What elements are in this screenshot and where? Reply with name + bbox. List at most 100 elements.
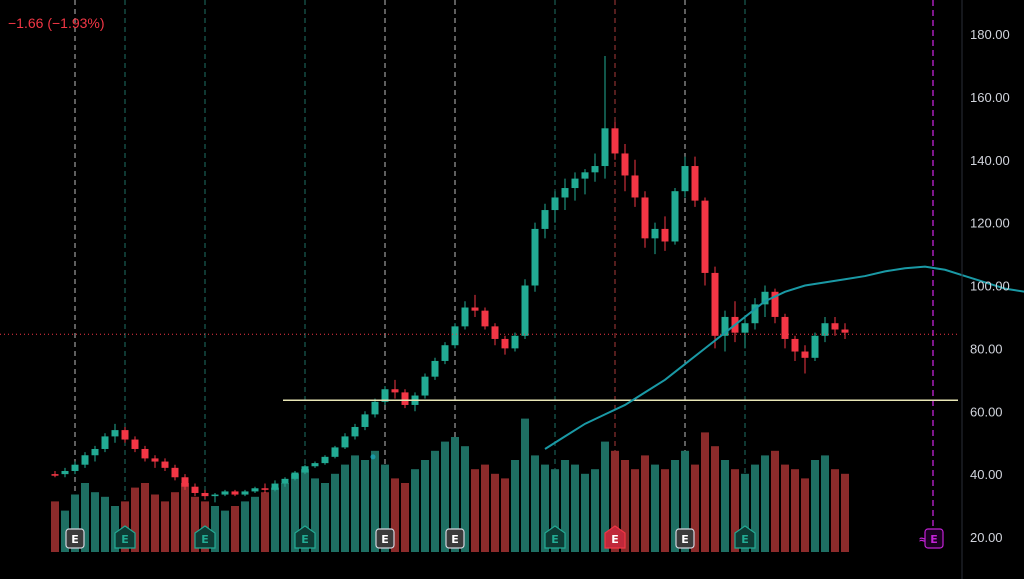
earnings-badge-beat[interactable]: E xyxy=(114,525,136,549)
volume-bar xyxy=(811,460,819,552)
earnings-badge-label: E xyxy=(71,533,79,546)
volume-bar xyxy=(381,464,389,552)
candle-body xyxy=(601,128,609,167)
candle-body xyxy=(801,351,809,358)
candle-body xyxy=(591,166,599,173)
earnings-badge-label: E xyxy=(681,533,689,546)
candle-body xyxy=(521,285,529,336)
volume-bar xyxy=(491,473,499,552)
candle-body xyxy=(241,491,249,495)
price-tick-label: 180.00 xyxy=(970,27,1010,42)
volume-bar xyxy=(421,460,429,552)
candle-body xyxy=(191,486,199,493)
earnings-badge-box xyxy=(194,525,216,549)
volume-bar xyxy=(481,464,489,552)
volume-bar xyxy=(51,501,59,552)
volume-bar xyxy=(541,464,549,552)
candle-body xyxy=(511,335,519,349)
candle-body xyxy=(351,426,359,437)
candle-body xyxy=(721,316,729,336)
candle-body xyxy=(681,166,689,192)
candle-body xyxy=(281,478,289,484)
earnings-badge-beat[interactable]: E xyxy=(544,525,566,549)
earnings-badge-past[interactable]: E xyxy=(65,528,85,549)
earnings-badge-label: E xyxy=(121,533,129,546)
volume-bar xyxy=(471,469,479,552)
candle-body xyxy=(691,166,699,201)
volume-bar xyxy=(131,487,139,552)
candle-body xyxy=(291,472,299,479)
volume-bar xyxy=(671,460,679,552)
candle-body xyxy=(111,430,119,437)
candle-body xyxy=(181,477,189,487)
candle-body xyxy=(221,491,229,495)
volume-bar xyxy=(141,483,149,552)
ma-start-dot xyxy=(370,454,376,460)
candle-body xyxy=(781,316,789,339)
candle-body xyxy=(431,360,439,377)
candle-body xyxy=(581,172,589,179)
earnings-badge-beat[interactable]: E xyxy=(194,525,216,549)
volume-bar xyxy=(641,455,649,552)
volume-bar xyxy=(191,496,199,552)
volume-bar xyxy=(161,501,169,552)
candle-body xyxy=(671,191,679,242)
candle-body xyxy=(141,448,149,459)
candle-body xyxy=(461,307,469,327)
volume-bar xyxy=(521,418,529,552)
candle-body xyxy=(131,439,139,449)
volume-bar xyxy=(221,510,229,552)
approx-symbol: ≈ xyxy=(918,533,927,546)
volume-bar xyxy=(311,478,319,552)
earnings-badge-box xyxy=(924,528,944,549)
volume-bar xyxy=(781,464,789,552)
earnings-badge-beat[interactable]: E xyxy=(734,525,756,549)
volume-bar xyxy=(301,469,309,552)
candle-body xyxy=(701,200,709,273)
candle-body xyxy=(741,323,749,333)
volume-bar xyxy=(841,473,849,552)
volume-bar xyxy=(711,446,719,552)
volume-bar xyxy=(821,455,829,552)
volume-bar xyxy=(441,441,449,552)
volume-bar xyxy=(511,460,519,552)
candle-body xyxy=(231,491,239,495)
candle-body xyxy=(841,329,849,333)
candle-body xyxy=(531,228,539,286)
candle-body xyxy=(211,494,219,497)
earnings-badge-beat[interactable]: E xyxy=(294,525,316,549)
volume-bar xyxy=(631,469,639,552)
candle-body xyxy=(631,175,639,198)
volume-bar xyxy=(731,469,739,552)
candle-body xyxy=(271,483,279,490)
candle-body xyxy=(91,448,99,456)
earnings-badge-label: E xyxy=(611,533,619,546)
earnings-badge-miss[interactable]: E xyxy=(604,525,626,549)
volume-bar xyxy=(501,478,509,552)
earnings-badge-box xyxy=(604,525,626,549)
volume-bar xyxy=(91,492,99,552)
candle-body xyxy=(811,335,819,358)
earnings-badge-past[interactable]: E xyxy=(675,528,695,549)
volume-bar xyxy=(281,483,289,552)
overlays xyxy=(0,265,1024,460)
candle-body xyxy=(541,210,549,229)
earnings-badge-past[interactable]: E xyxy=(445,528,465,549)
candle-body xyxy=(391,389,399,393)
volume-bar xyxy=(81,483,89,552)
volume-bar xyxy=(691,464,699,552)
volume-bar xyxy=(71,494,79,552)
candle-body xyxy=(51,474,59,476)
candle-body xyxy=(121,430,129,440)
earnings-badge-box xyxy=(675,528,695,549)
earnings-badge-future[interactable]: ≈ E xyxy=(918,528,944,549)
earnings-badge-past[interactable]: E xyxy=(375,528,395,549)
candle-body xyxy=(401,392,409,405)
earnings-badge-label: E xyxy=(381,533,389,546)
volume-bar xyxy=(681,450,689,552)
price-tick-label: 160.00 xyxy=(970,90,1010,105)
candle-body xyxy=(611,128,619,154)
candle-body xyxy=(451,326,459,346)
